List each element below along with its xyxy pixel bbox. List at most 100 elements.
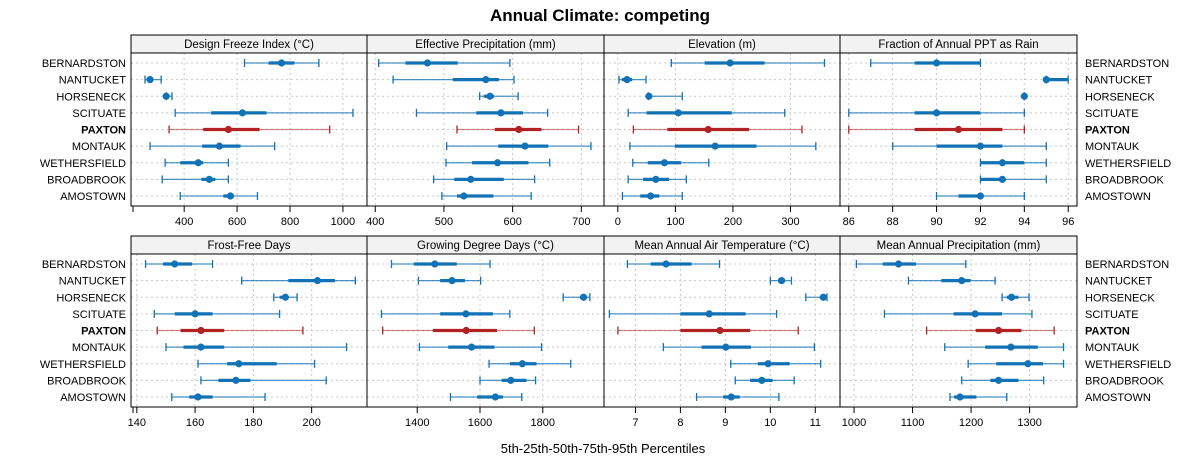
median-point: [235, 360, 243, 368]
median-point: [954, 125, 963, 134]
x-tick-label: 0: [615, 216, 621, 228]
median-point: [994, 376, 1003, 384]
row-label: MONTAUK: [72, 342, 127, 354]
median-point: [894, 260, 903, 268]
median-point: [491, 393, 499, 401]
median-point: [998, 175, 1006, 183]
row-label: PAXTON: [81, 326, 126, 338]
x-tick-label: 1000: [331, 216, 355, 228]
chart-title: Annual Climate: competing: [490, 6, 710, 25]
x-axis-label: 5th-25th-50th-75th-95th Percentiles: [501, 441, 706, 456]
row-label: BERNARDSTON: [1085, 58, 1169, 70]
row-label: BROADBROOK: [1085, 375, 1165, 387]
x-tick-label: 1400: [405, 417, 429, 429]
median-point: [716, 326, 724, 335]
row-label: PAXTON: [1085, 125, 1130, 137]
median-point: [623, 76, 631, 84]
median-point: [171, 260, 179, 268]
x-tick-label: 86: [843, 216, 855, 228]
row-label: HORSENECK: [1085, 292, 1155, 304]
median-point: [486, 92, 494, 100]
row-label: PAXTON: [1085, 326, 1130, 338]
median-point: [662, 260, 670, 268]
x-tick-label: 160: [186, 417, 204, 429]
x-tick-label: 600: [228, 216, 246, 228]
median-point: [1007, 343, 1015, 351]
median-point: [226, 192, 235, 200]
row-label: WETHERSFIELD: [40, 158, 126, 170]
median-point: [1042, 76, 1050, 84]
median-point: [932, 59, 941, 67]
panel: Frost-Free Days 140 160 180 200 BERNARDSTON NA…: [40, 235, 368, 429]
median-point: [758, 376, 766, 384]
median-point: [1020, 92, 1028, 100]
median-point: [956, 393, 964, 401]
row-label: AMOSTOWN: [1085, 191, 1151, 203]
x-tick-label: 400: [366, 216, 384, 228]
median-point: [727, 393, 735, 401]
median-point: [423, 59, 432, 67]
median-point: [194, 159, 202, 167]
median-point: [652, 175, 660, 183]
panel: Effective Precipitation (mm) 400 500 600 700: [366, 34, 605, 228]
row-label: NANTUCKET: [1085, 276, 1153, 288]
row-label: NANTUCKET: [59, 75, 127, 87]
panel-title: Elevation (m): [688, 39, 756, 51]
median-point: [645, 92, 653, 100]
row-label: NANTUCKET: [59, 276, 127, 288]
median-point: [215, 142, 223, 150]
median-point: [497, 109, 505, 117]
x-tick-label: 94: [1018, 216, 1030, 228]
median-point: [705, 310, 713, 318]
row-label: BERNARDSTON: [1085, 259, 1169, 271]
median-point: [521, 142, 529, 150]
median-point: [467, 175, 475, 183]
median-point: [507, 376, 515, 384]
panel: Design Freeze Index (°C) 400 600 800 1000 BER…: [40, 34, 368, 228]
row-label: BROADBROOK: [47, 375, 127, 387]
row-label: PAXTON: [81, 125, 126, 137]
median-point: [994, 326, 1003, 335]
x-tick-label: 200: [724, 216, 742, 228]
x-tick-label: 300: [781, 216, 799, 228]
row-label: MONTAUK: [1085, 342, 1140, 354]
median-point: [281, 293, 290, 301]
median-point: [191, 310, 199, 318]
median-point: [232, 376, 240, 384]
median-point: [162, 92, 170, 100]
x-tick-label: 96: [1062, 216, 1074, 228]
panel-title: Design Freeze Index (°C): [184, 39, 314, 51]
median-point: [197, 343, 205, 351]
median-point: [660, 159, 669, 167]
x-tick-label: 800: [281, 216, 299, 228]
median-point: [958, 277, 966, 285]
x-tick-label: 500: [435, 216, 453, 228]
x-tick-label: 90: [930, 216, 942, 228]
row-label: BROADBROOK: [1085, 174, 1165, 186]
median-point: [976, 192, 985, 200]
row-label: HORSENECK: [1085, 91, 1155, 103]
median-point: [277, 59, 286, 67]
median-point: [1024, 360, 1032, 368]
x-tick-label: 600: [503, 216, 521, 228]
x-tick-label: 140: [128, 417, 146, 429]
panel-title: Mean Annual Air Temperature (°C): [634, 240, 809, 252]
panel: Mean Annual Precipitation (mm) 1000 1100 12…: [839, 235, 1171, 429]
median-point: [579, 293, 588, 301]
median-point: [932, 109, 941, 117]
median-point: [722, 343, 730, 351]
panel-title: Growing Degree Days (°C): [417, 240, 554, 252]
median-point: [518, 360, 526, 368]
row-label: HORSENECK: [56, 292, 126, 304]
panel-title: Frost-Free Days: [207, 240, 290, 252]
median-point: [493, 159, 502, 167]
x-tick-label: 700: [572, 216, 590, 228]
x-tick-label: 9: [722, 417, 728, 429]
median-point: [971, 310, 979, 318]
panel-title: Effective Precipitation (mm): [415, 39, 556, 51]
x-tick-label: 400: [175, 216, 193, 228]
x-tick-label: 10: [764, 417, 776, 429]
row-label: AMOSTOWN: [60, 392, 126, 404]
median-point: [1007, 293, 1016, 301]
